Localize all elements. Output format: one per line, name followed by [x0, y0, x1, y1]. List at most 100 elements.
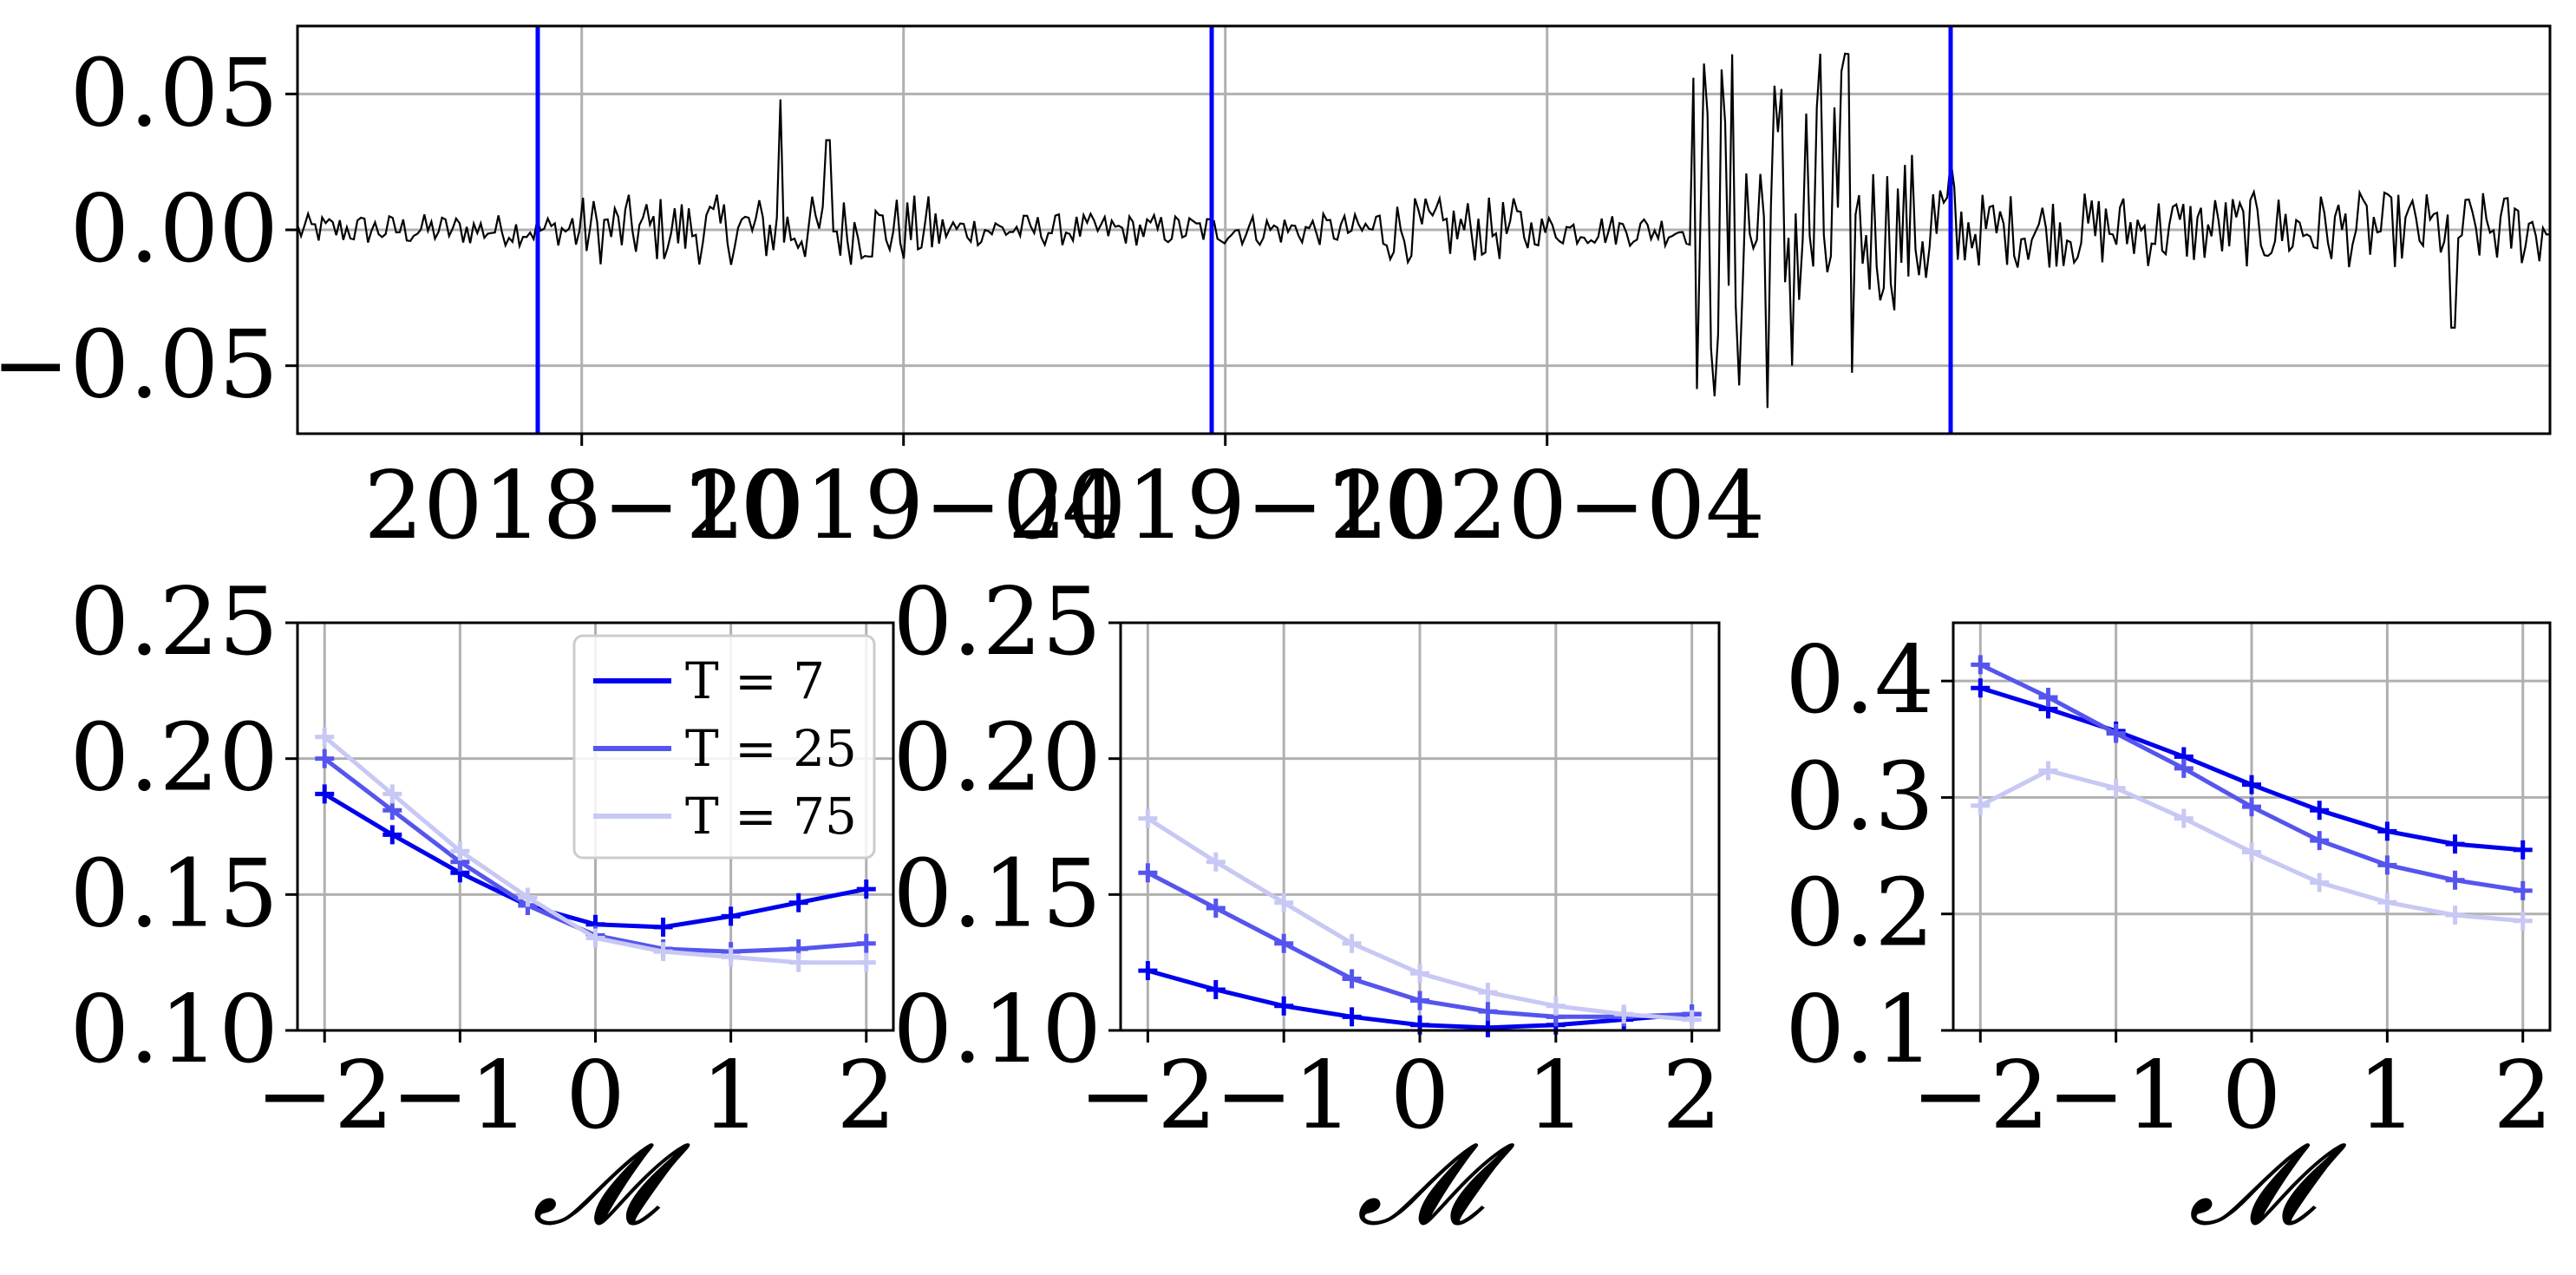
data-point — [2445, 906, 2465, 925]
data-point — [315, 784, 335, 804]
data-point — [2242, 797, 2261, 817]
data-point — [1410, 991, 1429, 1010]
y-tick-label: 0.10 — [893, 976, 1102, 1084]
data-point — [788, 952, 808, 972]
data-point — [1342, 933, 1362, 953]
y-tick-label: 0.4 — [1785, 626, 1934, 735]
x-tick-label: −2 — [256, 1042, 394, 1150]
y-tick-label: 0.05 — [70, 39, 278, 147]
data-point — [2106, 723, 2126, 743]
data-point — [1478, 1017, 1498, 1037]
legend: T = 7 T = 25 T = 75 — [572, 634, 876, 860]
x-tick-label: −1 — [391, 1042, 529, 1150]
returns-series-line — [297, 52, 2550, 409]
data-point — [2377, 855, 2397, 875]
x-tick-label: 2 — [1662, 1042, 1722, 1150]
x-tick-label: −2 — [1912, 1042, 2050, 1150]
x-tick-label: 0 — [1390, 1042, 1450, 1150]
data-point — [2377, 821, 2397, 841]
data-point — [1138, 863, 1158, 883]
data-point — [1274, 892, 1294, 912]
series-clip-group — [297, 52, 2550, 409]
data-point — [1342, 969, 1362, 989]
data-point — [315, 727, 335, 747]
data-point — [1478, 983, 1498, 1003]
legend-label: T = 75 — [685, 787, 857, 846]
x-tick-label: 0 — [2222, 1042, 2282, 1150]
data-point — [1971, 678, 1991, 698]
data-point — [2310, 801, 2330, 821]
data-point — [856, 952, 876, 972]
y-tick-label: 0.1 — [1785, 976, 1934, 1084]
x-tick-label: 2018−10 — [363, 452, 800, 560]
x-tick-label: −1 — [2047, 1042, 2185, 1150]
data-point — [2106, 778, 2126, 798]
data-point — [1206, 899, 1226, 918]
timeseries-panel: 0.05 0.00 −0.05 2018−102019−042019−102020−0… — [0, 24, 2552, 560]
x-tick-label: 1 — [701, 1042, 761, 1150]
data-point — [2310, 873, 2330, 892]
data-point — [2310, 831, 2330, 851]
x-axis-label: 𝓜 — [1357, 1118, 1515, 1250]
data-point — [1138, 961, 1158, 981]
data-point — [2242, 842, 2261, 862]
data-point — [382, 801, 402, 821]
x-axis-label: 𝓜 — [2188, 1118, 2347, 1250]
data-point — [721, 906, 741, 926]
data-point — [653, 942, 673, 962]
data-point — [1971, 795, 1991, 815]
data-point — [2174, 758, 2194, 778]
data-point — [1614, 1004, 1634, 1024]
data-point — [315, 749, 335, 768]
x-tick-label: 2020−04 — [1329, 452, 1765, 560]
y-tick-label: −0.05 — [0, 311, 278, 420]
y-tick-label: 0.00 — [70, 175, 278, 284]
data-point — [1206, 852, 1226, 872]
x-tick-label: 2 — [836, 1042, 896, 1150]
data-point — [1478, 1002, 1498, 1022]
data-point — [2513, 840, 2533, 860]
data-point — [518, 887, 538, 907]
x-tick-label: −2 — [1079, 1042, 1217, 1150]
data-point — [788, 892, 808, 912]
x-tick-label: 2 — [2493, 1042, 2553, 1150]
legend-label: T = 25 — [685, 719, 857, 778]
data-point — [1682, 1010, 1702, 1030]
y-tick-label: 0.25 — [70, 568, 278, 677]
y-tick-label: 0.15 — [893, 840, 1102, 948]
data-point — [856, 879, 876, 899]
data-point — [1206, 980, 1226, 999]
data-point — [2445, 834, 2465, 854]
data-point — [1274, 933, 1294, 953]
data-point — [653, 917, 673, 937]
data-point — [2445, 870, 2465, 890]
data-point — [585, 928, 605, 948]
data-point — [1546, 996, 1566, 1016]
y-tick-label: 0.20 — [893, 704, 1102, 813]
data-point — [1274, 996, 1294, 1016]
panel-2: 0.10 0.15 0.20 0.25 −2−1 0 1 2 𝓜 — [893, 568, 1722, 1250]
data-point — [382, 825, 402, 845]
y-tick-label: 0.10 — [70, 976, 278, 1084]
data-point — [2174, 808, 2194, 828]
data-point — [2242, 775, 2261, 794]
data-point — [450, 841, 470, 861]
data-point — [1138, 808, 1158, 828]
data-point — [1342, 1007, 1362, 1027]
y-tick-label: 0.20 — [70, 704, 278, 813]
x-tick-label: 1 — [2357, 1042, 2417, 1150]
x-tick-label: 2019−10 — [1007, 452, 1443, 560]
y-tick-label: 0.15 — [70, 840, 278, 948]
x-tick-label: −1 — [1215, 1042, 1353, 1150]
data-point — [2038, 761, 2058, 781]
panel-3: 0.10.20.30.4 −2−1 0 1 2 𝓜 — [1785, 621, 2553, 1250]
data-point — [721, 947, 741, 967]
data-point — [1971, 655, 1991, 675]
x-tick-label: 1 — [1526, 1042, 1585, 1150]
data-point — [2038, 687, 2058, 707]
x-axis-label: 𝓜 — [533, 1118, 691, 1250]
data-point — [856, 933, 876, 953]
data-point — [2513, 880, 2533, 900]
y-tick-label: 0.2 — [1785, 860, 1934, 968]
data-point — [382, 784, 402, 804]
